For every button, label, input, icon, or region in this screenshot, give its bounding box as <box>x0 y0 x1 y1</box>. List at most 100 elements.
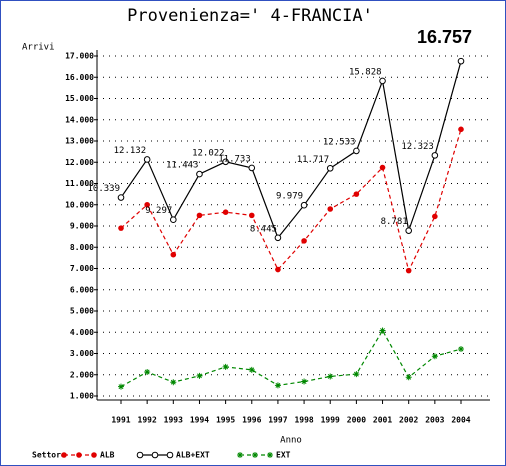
data-point <box>248 366 255 373</box>
data-point <box>248 164 256 172</box>
data-point <box>275 266 281 273</box>
x-tick-label: 2003 <box>425 416 444 425</box>
y-tick-label: 7.000 <box>70 264 94 273</box>
data-label: 16.757 <box>417 27 472 47</box>
data-point <box>431 353 438 360</box>
x-tick-label: 2001 <box>373 416 392 425</box>
y-tick-label: 10.000 <box>65 200 94 209</box>
data-point <box>170 379 177 386</box>
data-label: 12.323 <box>401 142 434 152</box>
data-point <box>353 371 360 378</box>
data-label: 12.132 <box>114 146 147 156</box>
y-tick-label: 1.000 <box>70 392 94 401</box>
x-tick-label: 1993 <box>164 416 183 425</box>
data-label: 11.733 <box>218 154 251 164</box>
legend-marker <box>136 451 144 459</box>
legend-marker <box>166 451 174 459</box>
data-point <box>248 212 255 219</box>
data-point <box>274 234 282 242</box>
data-label: 10.339 <box>87 184 120 194</box>
y-tick-label: 15.000 <box>65 94 94 103</box>
data-point <box>379 327 386 334</box>
legend-marker <box>237 452 243 458</box>
y-tick-label: 6.000 <box>70 285 94 294</box>
series-line <box>120 129 462 273</box>
data-point <box>457 57 465 65</box>
data-point <box>196 170 203 178</box>
data-point <box>117 194 125 201</box>
legend-marker <box>252 452 258 458</box>
legend-marker <box>76 452 82 458</box>
data-point <box>405 267 412 274</box>
x-axis-label: Anno <box>280 436 302 446</box>
data-point <box>274 382 281 389</box>
x-tick-label: 1994 <box>190 416 209 425</box>
legend-label: EXT <box>276 451 291 460</box>
y-tick-label: 2.000 <box>70 370 94 379</box>
legend-label: ALB+EXT <box>176 451 210 460</box>
data-point <box>196 212 203 219</box>
data-point <box>379 164 386 171</box>
data-point <box>301 238 307 244</box>
data-label: 12.022 <box>192 148 225 158</box>
x-tick-label: 2000 <box>347 416 366 425</box>
data-label: 15.828 <box>349 67 382 77</box>
data-label: 8.445 <box>250 224 277 234</box>
x-tick-label: 2002 <box>399 416 418 425</box>
y-tick-label: 9.000 <box>70 222 94 231</box>
data-point <box>379 77 386 85</box>
data-point <box>222 209 229 215</box>
data-point <box>300 201 308 209</box>
y-tick-label: 3.000 <box>70 349 94 358</box>
legend-marker <box>91 452 97 458</box>
data-point <box>353 147 360 155</box>
data-label: 9.979 <box>276 192 303 202</box>
data-point <box>144 201 150 208</box>
data-point <box>143 156 151 163</box>
x-tick-label: 1998 <box>294 416 313 425</box>
data-point <box>118 383 124 390</box>
y-tick-label: 8.000 <box>70 243 94 252</box>
x-tick-label: 1999 <box>321 416 340 425</box>
y-tick-label: 17.000 <box>65 52 94 61</box>
chart-title: Provenienza=' 4-FRANCIA' <box>127 6 373 26</box>
data-label: 8.781 <box>381 217 408 227</box>
legend-label: ALB <box>100 451 115 460</box>
data-point <box>222 363 229 370</box>
y-tick-label: 11.000 <box>65 179 94 188</box>
data-point <box>327 373 334 380</box>
data-label: 12.533 <box>323 137 356 147</box>
y-tick-label: 13.000 <box>65 137 94 146</box>
x-tick-label: 1995 <box>216 416 235 425</box>
data-point <box>431 152 439 159</box>
data-point <box>144 368 151 375</box>
data-point <box>222 158 229 166</box>
y-tick-label: 12.000 <box>65 158 94 167</box>
data-point <box>432 213 438 220</box>
y-axis-label: Arrivi <box>22 43 55 53</box>
legend-title: Settore <box>32 451 66 460</box>
x-tick-label: 1997 <box>268 416 287 425</box>
data-point <box>196 372 203 379</box>
data-point <box>326 164 334 172</box>
x-tick-label: 1996 <box>242 416 261 425</box>
data-point <box>458 346 464 353</box>
data-point <box>405 227 412 234</box>
data-label: 11.443 <box>166 161 199 171</box>
data-point <box>118 225 124 231</box>
data-point <box>301 378 308 385</box>
data-point <box>170 216 177 223</box>
data-label: 9.297 <box>145 206 172 216</box>
legend-marker <box>267 452 273 458</box>
x-tick-label: 1992 <box>138 416 157 425</box>
data-label: 11.717 <box>297 155 330 165</box>
y-tick-label: 14.000 <box>65 115 94 124</box>
y-tick-label: 4.000 <box>70 328 94 337</box>
y-tick-label: 16.000 <box>65 73 94 82</box>
data-point <box>170 251 177 258</box>
legend-marker <box>151 451 159 459</box>
legend-marker <box>61 452 67 458</box>
x-tick-label: 1991 <box>111 416 130 425</box>
